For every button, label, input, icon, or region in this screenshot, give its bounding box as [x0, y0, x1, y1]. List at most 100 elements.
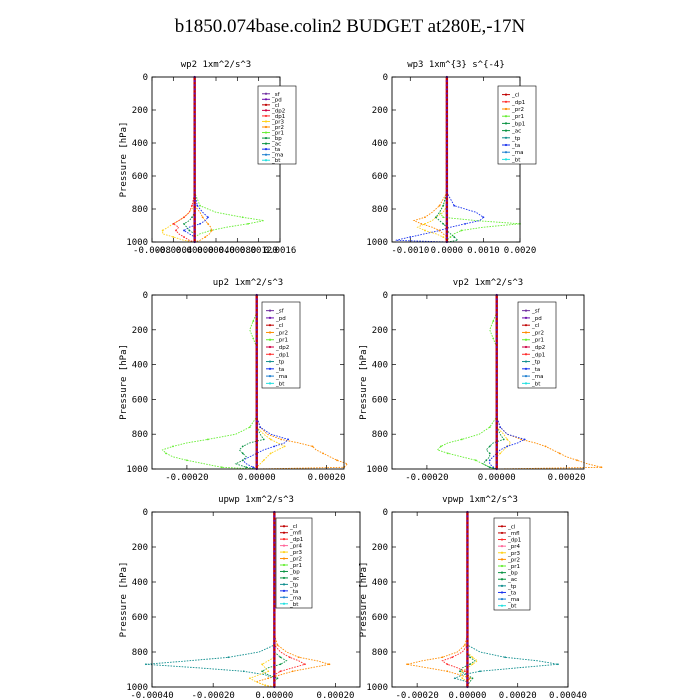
zero-profile-marker	[193, 187, 196, 190]
series-point	[247, 222, 249, 225]
zero-profile-marker	[466, 633, 469, 636]
zero-profile-marker	[255, 324, 258, 327]
legend-marker	[268, 382, 272, 385]
zero-profile-marker	[193, 162, 196, 165]
zero-profile-marker	[445, 84, 448, 87]
series-dp1	[172, 77, 196, 243]
legend-label: _bt	[531, 381, 541, 387]
x-tick-label: 0.0000	[431, 246, 464, 256]
series-point	[523, 438, 526, 441]
zero-profile-marker	[495, 376, 498, 379]
zero-profile-marker	[273, 664, 276, 667]
zero-profile-marker	[466, 598, 469, 601]
legend-marker	[282, 602, 286, 605]
legend-label: _pr1	[275, 338, 288, 344]
zero-profile-marker	[255, 346, 258, 349]
series-point	[576, 459, 578, 462]
series-pr2	[412, 77, 448, 242]
legend-marker	[504, 143, 508, 147]
zero-profile-marker	[495, 411, 498, 414]
zero-profile-marker	[193, 174, 196, 178]
legend-marker	[524, 382, 528, 385]
zero-profile-marker	[193, 170, 196, 173]
legend-marker	[524, 374, 528, 378]
zero-profile-marker	[495, 446, 498, 449]
series-point	[471, 663, 474, 666]
legend-marker	[500, 571, 504, 574]
series-point	[269, 438, 272, 441]
series-point	[183, 222, 185, 225]
zero-profile-marker	[193, 125, 196, 128]
zero-profile-marker	[466, 528, 469, 531]
zero-profile-marker	[495, 428, 498, 431]
series-point	[464, 670, 466, 673]
zero-profile-marker	[193, 220, 196, 223]
zero-profile-marker	[255, 424, 258, 427]
series-point	[506, 445, 509, 448]
y-tick-label: 1000	[126, 465, 148, 475]
zero-profile-marker	[255, 302, 258, 305]
legend-label: _pr1	[507, 564, 520, 570]
y-tick-label: 200	[132, 326, 148, 336]
zero-profile-marker	[445, 195, 448, 198]
series-pr1	[438, 77, 521, 242]
y-tick-label: 1000	[126, 238, 148, 248]
series-point	[449, 236, 452, 238]
legend-marker	[504, 107, 508, 111]
series-point	[499, 452, 502, 455]
zero-profile-marker	[273, 585, 276, 588]
zero-profile-marker	[495, 420, 498, 423]
legend-marker	[500, 538, 504, 541]
legend-marker	[500, 591, 504, 594]
zero-profile-marker	[445, 216, 448, 219]
series-ac	[435, 77, 459, 243]
zero-profile-marker	[466, 620, 469, 623]
zero-profile-marker	[255, 389, 258, 392]
series-point	[183, 229, 185, 232]
zero-profile-marker	[255, 450, 258, 453]
zero-profile-marker	[495, 341, 498, 344]
y-tick-label: 0	[383, 73, 388, 83]
legend-marker	[524, 316, 528, 320]
legend-marker	[264, 120, 268, 123]
legend-marker	[268, 331, 272, 334]
y-tick-label: 1000	[366, 465, 388, 475]
series-point	[273, 445, 276, 448]
series-ac	[482, 295, 505, 470]
legend-label: _ma	[511, 150, 523, 156]
zero-profile-marker	[273, 602, 276, 605]
series-point	[504, 656, 507, 659]
legend-label: _ma	[271, 153, 283, 159]
y-tick-label: 800	[372, 430, 388, 440]
x-tick-label: -0.0008	[133, 246, 171, 256]
zero-profile-marker	[466, 607, 469, 610]
legend-marker	[264, 114, 268, 118]
series-point	[183, 216, 185, 219]
zero-profile-marker	[466, 615, 469, 619]
legend-marker	[282, 544, 286, 547]
series-point	[227, 656, 230, 659]
legend-marker	[282, 538, 286, 541]
plot-frame	[391, 294, 585, 470]
zero-profile-marker	[495, 459, 498, 462]
zero-profile-marker	[193, 158, 196, 161]
series-point	[291, 670, 294, 673]
series-point	[264, 684, 267, 687]
series-point	[441, 656, 444, 659]
legend-label: _bt	[271, 158, 281, 164]
legend-marker	[282, 570, 286, 573]
zero-profile-marker	[273, 650, 276, 654]
legend-marker	[282, 550, 286, 554]
zero-profile-marker	[273, 620, 276, 623]
panel-title: vpwp 1xm^2/s^3	[442, 495, 518, 505]
zero-profile-marker	[495, 367, 498, 371]
legend-label: _bt	[275, 381, 285, 387]
zero-profile-marker	[466, 642, 469, 645]
legend-marker	[282, 583, 286, 586]
zero-profile-marker	[445, 137, 448, 140]
y-tick-label: 400	[372, 578, 388, 588]
y-tick-label: 400	[132, 139, 148, 149]
series-point	[600, 466, 603, 469]
zero-profile-marker	[193, 121, 196, 124]
x-tick-label: -0.00020	[395, 691, 438, 700]
